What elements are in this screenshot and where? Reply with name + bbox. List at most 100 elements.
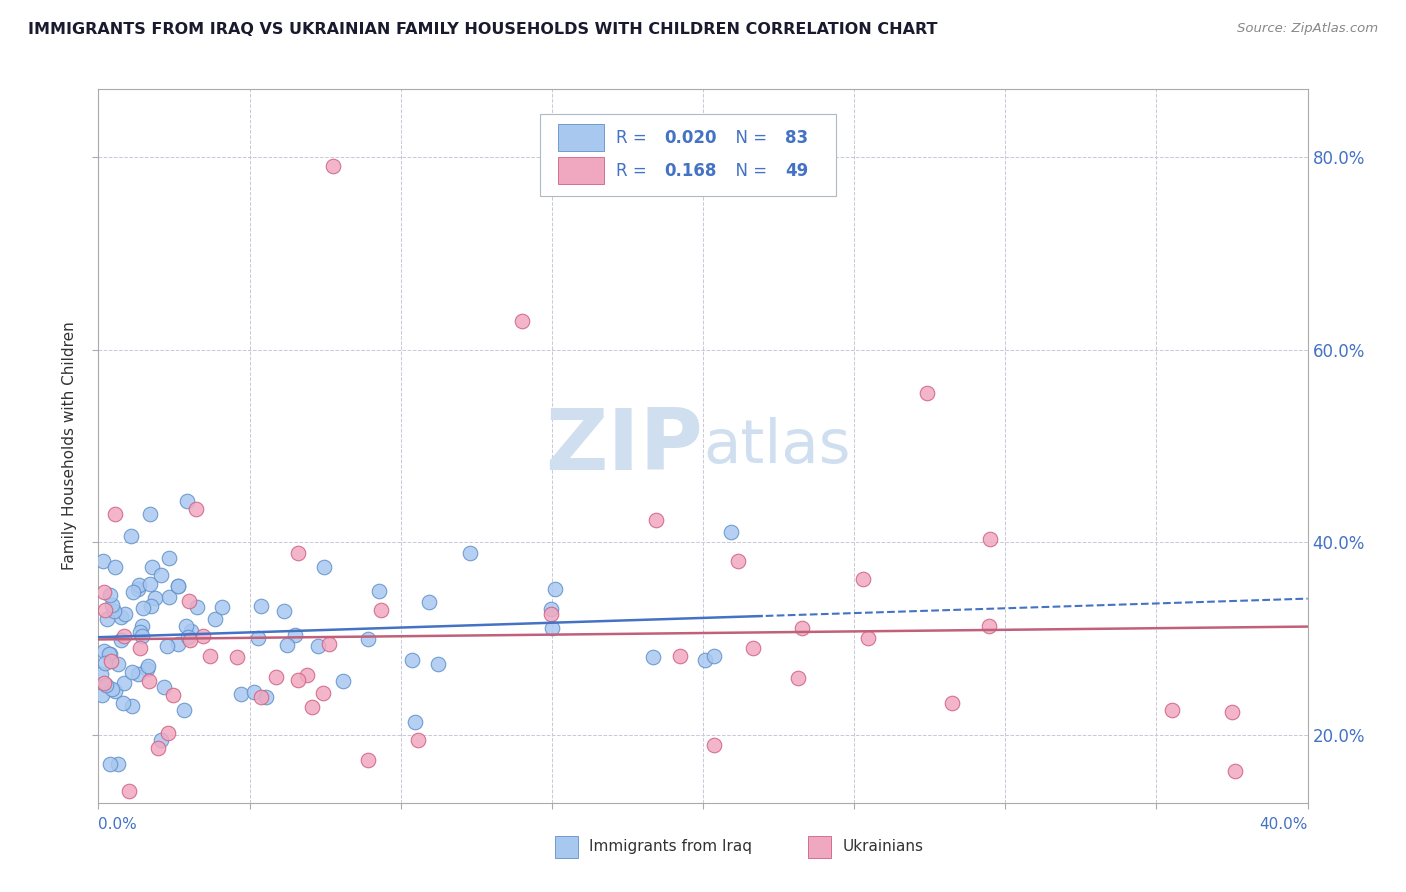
Point: [176, 494, 198, 508]
Point: [273, 604, 295, 618]
Point: [98, 588, 121, 602]
Point: [157, 591, 180, 605]
Point: [94, 678, 117, 692]
Point: [856, 631, 879, 645]
Point: [318, 637, 340, 651]
Point: [668, 648, 690, 663]
Point: [287, 673, 309, 688]
Point: [167, 579, 190, 593]
Point: [295, 667, 318, 681]
Point: [249, 690, 271, 704]
Point: [135, 661, 157, 675]
Point: [322, 159, 344, 173]
Point: [1161, 703, 1184, 717]
Point: [979, 619, 1001, 633]
Point: [703, 739, 725, 753]
Point: [941, 697, 963, 711]
Point: [90, 688, 112, 702]
Point: [790, 621, 813, 635]
Point: [266, 670, 288, 684]
Point: [128, 578, 150, 592]
Point: [101, 681, 124, 696]
Point: [408, 733, 430, 747]
Point: [915, 386, 938, 401]
Point: [141, 560, 163, 574]
Point: [131, 619, 153, 633]
Point: [276, 805, 298, 820]
Text: 0.168: 0.168: [664, 161, 717, 179]
Point: [404, 715, 426, 730]
Point: [98, 648, 121, 662]
Point: [186, 600, 208, 615]
Text: atlas: atlas: [703, 417, 851, 475]
Point: [314, 560, 336, 574]
Point: [703, 648, 725, 663]
Point: [107, 657, 129, 671]
Point: [243, 685, 266, 699]
FancyBboxPatch shape: [558, 157, 603, 184]
Point: [149, 567, 172, 582]
Point: [127, 666, 149, 681]
Point: [128, 624, 150, 639]
Point: [176, 619, 198, 633]
Point: [727, 553, 749, 567]
Point: [156, 639, 179, 653]
Point: [101, 598, 124, 612]
Point: [139, 507, 162, 521]
Point: [91, 554, 114, 568]
Point: [787, 671, 810, 685]
Point: [98, 647, 121, 661]
Text: Immigrants from Iraq: Immigrants from Iraq: [589, 839, 752, 855]
Point: [287, 546, 309, 560]
Point: [114, 607, 136, 621]
Text: R =: R =: [616, 128, 652, 146]
Point: [167, 637, 190, 651]
Point: [308, 640, 330, 654]
Y-axis label: Family Households with Children: Family Households with Children: [62, 322, 77, 570]
Point: [121, 665, 143, 679]
Point: [122, 585, 145, 599]
FancyBboxPatch shape: [540, 114, 837, 196]
Text: 49: 49: [785, 161, 808, 179]
Point: [112, 629, 135, 643]
Text: R =: R =: [616, 161, 657, 179]
Point: [356, 753, 378, 767]
Point: [104, 507, 127, 521]
Point: [110, 632, 132, 647]
Point: [100, 654, 122, 668]
Point: [204, 611, 226, 625]
Point: [249, 599, 271, 613]
Point: [741, 641, 763, 656]
Point: [512, 313, 534, 327]
Point: [312, 686, 335, 700]
Point: [177, 631, 200, 645]
Point: [284, 628, 307, 642]
Point: [198, 648, 221, 663]
Point: [120, 529, 142, 543]
Text: Ukrainians: Ukrainians: [842, 839, 924, 855]
Point: [541, 621, 564, 635]
Point: [211, 599, 233, 614]
Point: [357, 632, 380, 647]
Point: [173, 703, 195, 717]
Point: [367, 584, 389, 599]
Point: [136, 658, 159, 673]
Point: [94, 656, 117, 670]
Point: [544, 582, 567, 596]
Text: Source: ZipAtlas.com: Source: ZipAtlas.com: [1237, 22, 1378, 36]
Point: [153, 681, 176, 695]
Text: IMMIGRANTS FROM IRAQ VS UKRAINIAN FAMILY HOUSEHOLDS WITH CHILDREN CORRELATION CH: IMMIGRANTS FROM IRAQ VS UKRAINIAN FAMILY…: [28, 22, 938, 37]
Point: [418, 595, 440, 609]
Point: [148, 741, 170, 756]
Point: [94, 603, 117, 617]
Point: [247, 632, 270, 646]
Point: [540, 602, 562, 616]
Text: ZIP: ZIP: [546, 404, 703, 488]
Point: [1220, 705, 1243, 719]
Point: [225, 650, 247, 665]
Point: [540, 607, 562, 621]
Point: [301, 700, 323, 714]
Point: [179, 593, 201, 607]
Point: [111, 696, 134, 710]
Text: N =: N =: [724, 161, 772, 179]
